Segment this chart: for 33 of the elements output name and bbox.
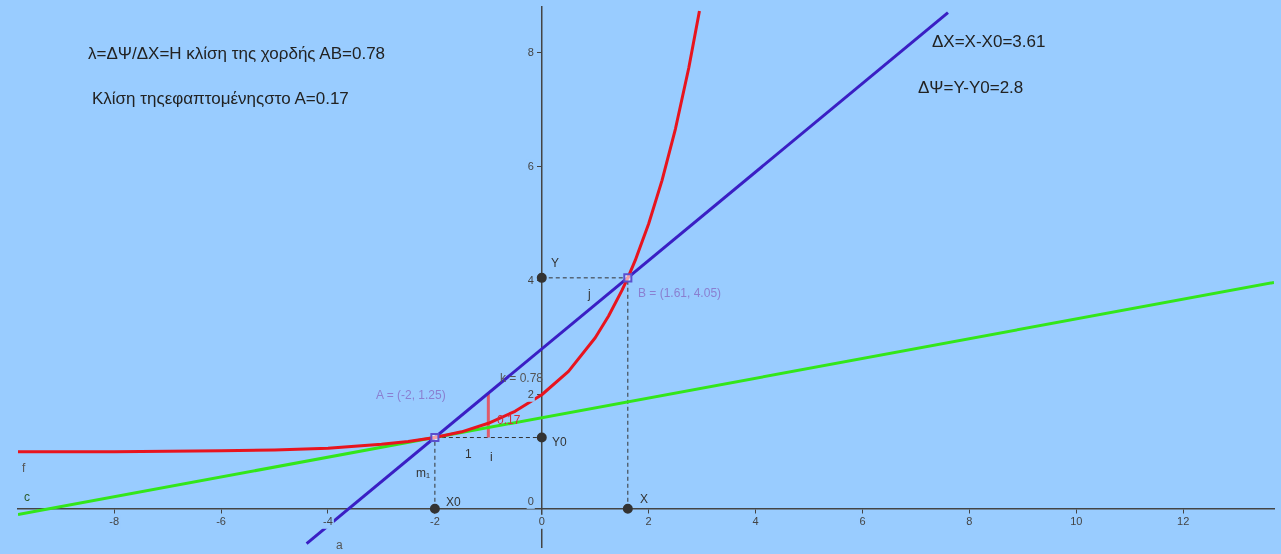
x-tick-label: 4: [752, 514, 759, 527]
annotation: 1: [465, 447, 472, 461]
y-tick-label: 2: [527, 387, 534, 400]
annotation: Κλίση τηςεφαπτομένηςστο Α=0.17: [92, 89, 349, 109]
annotation: m₁: [416, 466, 431, 480]
y-tick-label: 8: [527, 45, 534, 58]
annotation: A = (-2, 1.25): [376, 388, 446, 402]
x-tick-label: -6: [216, 514, 226, 527]
x-tick-label: 8: [966, 514, 973, 527]
annotation: λ=ΔΨ/ΔX=Η κλίση της χορδής ΑΒ=0.78: [88, 44, 386, 64]
annotation: Y: [551, 256, 560, 270]
annotation: Y0: [552, 435, 567, 449]
x-tick-label: 12: [1177, 514, 1190, 527]
annotation: B = (1.61, 4.05): [638, 286, 722, 300]
annotation: ΔΨ=Y-Y0=2.8: [918, 78, 1024, 98]
annotation: ΔX=X-X0=3.61: [932, 32, 1046, 52]
annotation: X: [640, 492, 649, 506]
x-tick-label: -2: [429, 514, 440, 527]
annotation: i: [490, 450, 493, 464]
x-tick-label: 6: [859, 514, 866, 527]
y-tick-label: 6: [527, 159, 534, 172]
annotation: a: [336, 538, 343, 552]
x-tick-label: -4: [323, 514, 333, 527]
annotation: f: [22, 461, 26, 475]
x-tick-label: 10: [1070, 514, 1083, 527]
annotation: j: [588, 287, 591, 301]
annotation: c: [24, 490, 30, 504]
y-tick-label: 0: [527, 494, 534, 507]
x-tick-label: 2: [645, 514, 652, 527]
x-tick-label: -8: [109, 514, 120, 527]
annotation: X0: [446, 495, 461, 509]
x-tick-label: 0: [538, 514, 545, 527]
y-tick-label: 4: [527, 273, 534, 286]
